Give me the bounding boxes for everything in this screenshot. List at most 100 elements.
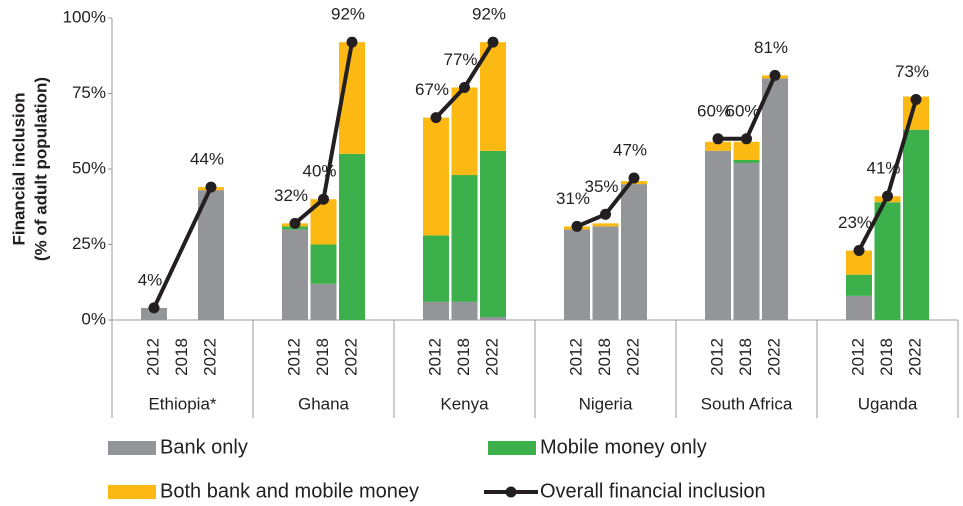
y-tick-label: 25% [72,234,106,253]
line-marker [459,81,470,93]
x-tick-label: 2022 [200,338,219,376]
data-label: 60% [725,101,759,120]
line-marker [910,94,922,106]
x-tick-label: 2012 [566,338,585,376]
bar-segment [141,307,167,320]
data-label: 81% [754,38,788,57]
bar-segment [339,153,365,320]
bar-segment [903,129,929,320]
group-label: South Africa [701,394,793,413]
data-label: 92% [331,5,365,24]
bar-segment [592,226,619,320]
bar-segment [846,274,872,296]
line-marker [769,69,781,81]
x-tick-label: 2018 [595,338,614,376]
data-label: 67% [415,80,449,99]
data-label: 73% [895,62,929,81]
y-tick-label: 0% [81,309,106,328]
bar-segment [480,150,506,317]
data-label: 44% [190,150,224,169]
y-axis-label: Financial inclusion [9,92,28,245]
legend-swatch [108,485,156,499]
data-label: 4% [138,270,163,289]
x-tick-label: 2018 [454,338,473,376]
line-marker [346,36,358,48]
bar-segment [733,141,760,160]
legend-label: Both bank and mobile money [160,480,419,502]
x-tick-label: 2022 [764,338,783,376]
line-marker [628,172,640,184]
data-label: 31% [556,189,590,208]
legend-label: Overall financial inclusion [540,480,766,502]
x-tick-label: 2012 [707,338,726,376]
group-label: Nigeria [579,394,633,413]
x-tick-label: 2018 [313,338,332,376]
legend-swatch [108,441,156,455]
legend-label: Bank only [160,436,248,458]
data-label: 77% [443,50,477,69]
legend-marker [505,486,517,498]
bar-segment [451,301,478,320]
x-tick-label: 2012 [284,338,303,376]
data-label: 41% [866,159,900,178]
line-marker [712,133,724,145]
bar-segment [846,295,872,320]
x-tick-label: 2012 [848,338,867,376]
line-marker [430,112,442,124]
group-label: Ghana [298,394,350,413]
bar-segment [705,150,731,320]
bar-segment [282,229,308,320]
line-marker [882,190,893,202]
data-label: 35% [584,177,618,196]
line-marker [148,302,160,314]
bar-segment [705,141,731,151]
x-tick-label: 2022 [905,338,924,376]
bar-segment [621,184,647,320]
bar-segment [451,87,478,176]
y-axis-label: (% of adult population) [31,77,50,261]
data-label: 32% [274,186,308,205]
bar-segment [310,283,337,320]
bar-segment [423,117,449,236]
x-tick-label: 2012 [143,338,162,376]
line-marker [571,220,583,232]
bar-segment [423,301,449,320]
group-label: Kenya [440,394,489,413]
group-label: Uganda [858,394,918,413]
bar-segment [592,223,619,227]
group-label: Ethiopia* [148,394,216,413]
bar-segment [874,202,901,320]
line-marker [289,217,301,229]
bar-segment [480,316,506,320]
y-tick-label: 100% [63,7,106,26]
line-marker [318,193,329,205]
bar-segment [733,162,760,320]
data-label: 23% [838,213,872,232]
bar-segment [733,159,760,163]
bar-segment [310,244,337,284]
legend-swatch [488,441,536,455]
data-label: 47% [613,141,647,160]
line-marker [487,36,499,48]
x-tick-label: 2022 [341,338,360,376]
x-tick-label: 2018 [877,338,896,376]
bar-segment [564,229,590,320]
line-marker [600,208,611,220]
data-label: 92% [472,5,506,24]
bar-segment [762,78,788,321]
line-marker [205,181,217,193]
x-tick-label: 2018 [172,338,191,376]
line-marker [741,133,752,145]
bar-segment [480,42,506,151]
data-label: 60% [697,101,731,120]
bar-segment [451,175,478,302]
x-tick-label: 2022 [482,338,501,376]
legend-label: Mobile money only [540,436,707,458]
data-label: 40% [302,162,336,181]
y-tick-label: 50% [72,158,106,177]
x-tick-label: 2012 [425,338,444,376]
y-tick-label: 75% [72,83,106,102]
line-marker [853,245,865,257]
bar-segment [423,235,449,302]
